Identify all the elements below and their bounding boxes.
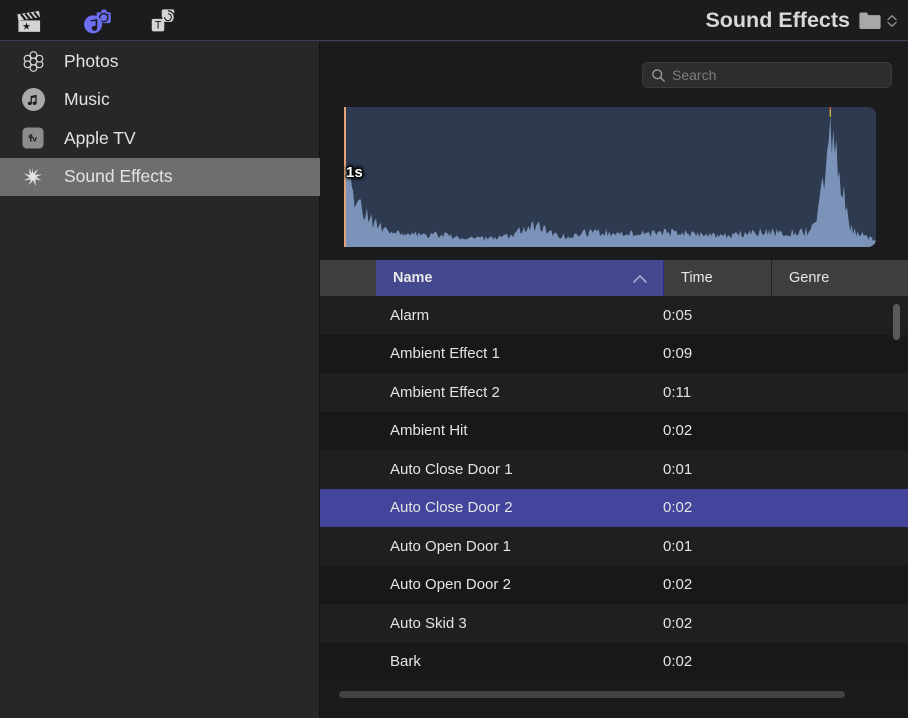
svg-text:T: T	[155, 20, 162, 32]
